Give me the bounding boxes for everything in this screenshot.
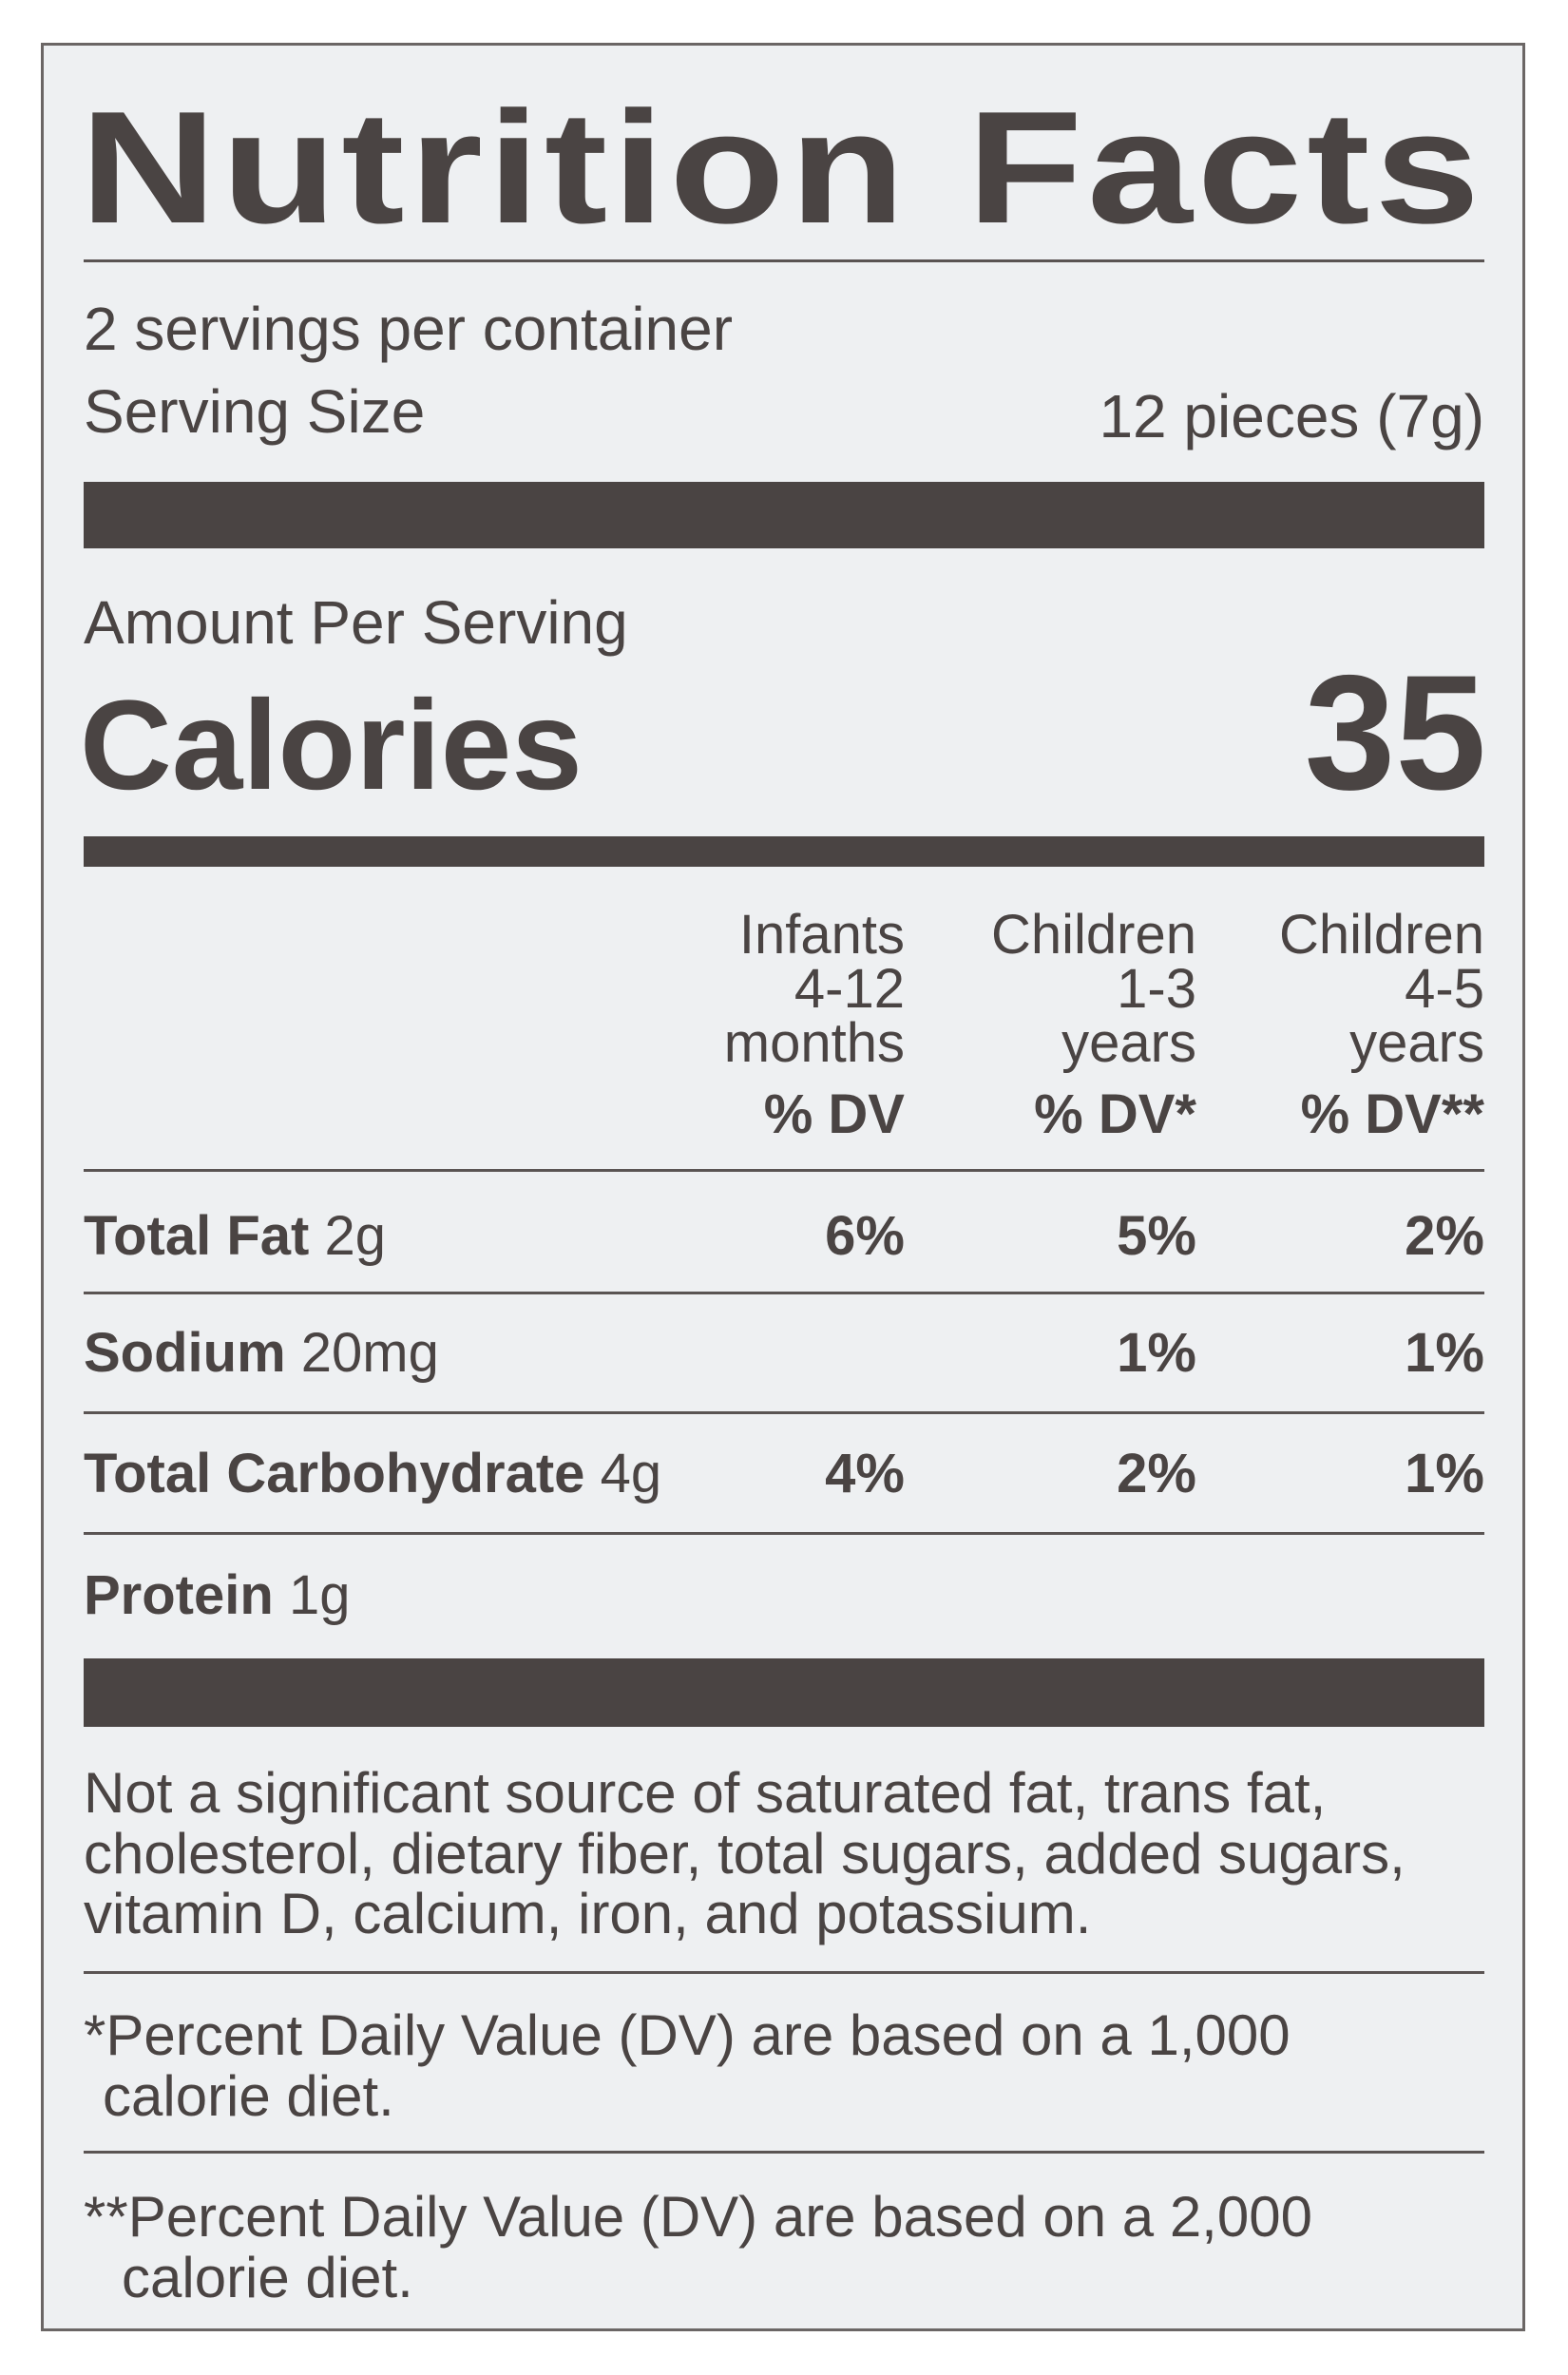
header-line: Children [1279,904,1484,966]
divider [84,259,1484,262]
serving-size-label: Serving Size [84,377,426,446]
nutrient-name: Protein [84,1564,274,1626]
divider [84,1169,1484,1172]
calories-value: 35 [1304,642,1486,824]
header-line: Infants [738,904,905,966]
footnote-line: calorie diet. [122,2246,413,2309]
nutrient-amount: 4g [600,1443,662,1504]
column-header-children-4-5: Children 4-5 years % DV** [1180,904,1484,1145]
header-line: years [1061,1012,1196,1074]
nutrient-name: Total Carbohydrate [84,1443,585,1504]
dv-value: 2% [1405,1205,1484,1267]
nutrient-row-total-carbohydrate: Total Carbohydrate 4g [84,1446,661,1502]
nutrient-amount: 2g [324,1205,386,1267]
footnote-line: **Percent Daily Value (DV) are based on … [84,2185,1312,2249]
note-line: vitamin D, calcium, iron, and potassium. [84,1882,1092,1945]
header-line: 1-3 [1117,958,1196,1020]
header-dv: % DV** [1300,1083,1484,1145]
header-line: 4-5 [1405,958,1484,1020]
title: Nutrition Facts [80,78,1484,257]
divider [84,2151,1484,2154]
nutrient-row-sodium: Sodium 20mg [84,1326,439,1381]
servings-per-container: 2 servings per container [84,295,734,363]
header-line: years [1349,1012,1484,1074]
nutrient-row-protein: Protein 1g [84,1568,350,1623]
nutrition-facts-panel [41,43,1525,2331]
dv-value: 6% [825,1205,905,1267]
dv-value: 1% [1405,1322,1484,1384]
column-header-children-1-3: Children 1-3 years % DV* [892,904,1196,1145]
nutrient-row-total-fat: Total Fat 2g [84,1209,386,1264]
nutrient-amount: 20mg [300,1322,439,1384]
header-line: months [723,1012,905,1074]
footnote-line: *Percent Daily Value (DV) are based on a… [84,2003,1291,2067]
calories-label: Calories [80,675,583,816]
divider [84,1292,1484,1294]
note-line: cholesterol, dietary fiber, total sugars… [84,1821,1405,1886]
note-line: Not a significant source of saturated fa… [84,1761,1327,1825]
footnote-1000-calorie: *Percent Daily Value (DV) are based on a… [84,2005,1291,2127]
thick-divider [84,482,1484,548]
dv-value: 1% [1405,1443,1484,1504]
not-significant-note: Not a significant source of saturated fa… [84,1763,1405,1944]
dv-value: 4% [825,1443,905,1504]
header-dv: % DV [763,1083,905,1145]
footnote-2000-calorie: **Percent Daily Value (DV) are based on … [84,2187,1312,2308]
amount-per-serving: Amount Per Serving [84,588,628,657]
dv-value: 5% [1117,1205,1196,1267]
divider [84,1532,1484,1535]
nutrient-name: Total Fat [84,1205,310,1267]
dv-value: 1% [1117,1322,1196,1384]
header-line: 4-12 [794,958,905,1020]
medium-divider [84,836,1484,867]
divider [84,1411,1484,1414]
header-line: Children [991,904,1196,966]
serving-size-value: 12 pieces (7g) [1099,382,1484,450]
header-dv: % DV* [1034,1083,1196,1145]
dv-value: 2% [1117,1443,1196,1504]
nutrient-name: Sodium [84,1322,286,1384]
nutrient-amount: 1g [288,1564,351,1626]
thick-divider [84,1658,1484,1727]
footnote-line: calorie diet. [103,2064,394,2128]
divider [84,1971,1484,1974]
column-header-infants: Infants 4-12 months % DV [601,904,905,1145]
